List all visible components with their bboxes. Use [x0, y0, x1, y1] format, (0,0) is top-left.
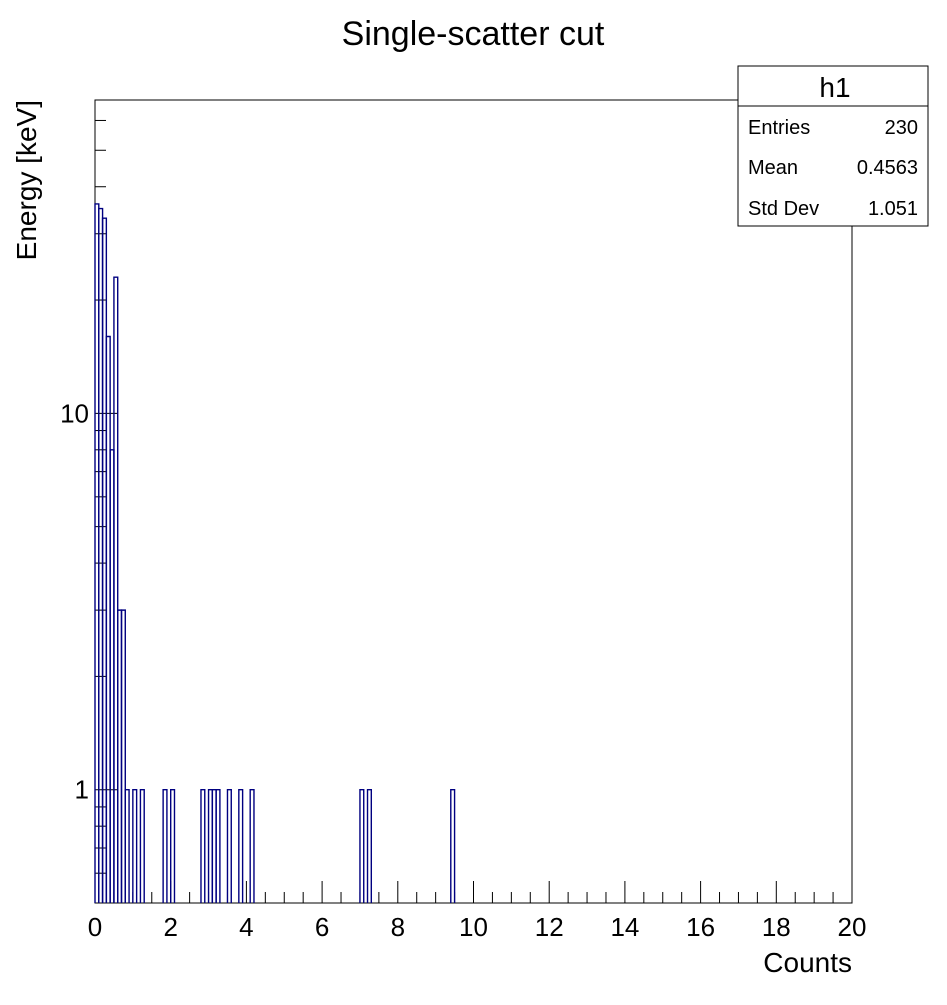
x-axis-tick-labels: 0 2 4 6 8 10 12 14 16 18 20 — [88, 912, 867, 942]
histogram-bin — [120, 609, 126, 903]
x-tick-label: 4 — [239, 912, 253, 942]
y-axis-label: Energy [keV] — [11, 100, 42, 260]
histogram-bin — [132, 789, 138, 903]
stats-box: h1 Entries 230 Mean 0.4563 Std Dev 1.051 — [737, 65, 929, 227]
stats-stddev-label: Std Dev — [748, 198, 819, 220]
x-tick-label: 12 — [535, 912, 564, 942]
x-tick-label: 6 — [315, 912, 329, 942]
x-tick-label: 16 — [686, 912, 715, 942]
y-tick-label: 10 — [60, 398, 89, 428]
x-tick-label: 0 — [88, 912, 102, 942]
y-axis-tick-labels: 1 10 — [60, 398, 89, 804]
x-tick-label: 2 — [163, 912, 177, 942]
histogram-bin — [450, 789, 456, 903]
histogram-bin — [113, 276, 119, 903]
x-axis-label: Counts — [763, 947, 852, 978]
histogram-bin — [238, 789, 244, 903]
x-tick-label: 18 — [762, 912, 791, 942]
stats-stddev-value: 1.051 — [868, 198, 918, 220]
histogram-bin — [226, 789, 232, 903]
stats-entries-label: Entries — [748, 117, 810, 139]
histogram-bins — [94, 203, 456, 903]
y-tick-label: 1 — [75, 775, 89, 805]
x-tick-label: 14 — [610, 912, 639, 942]
x-tick-label: 10 — [459, 912, 488, 942]
histogram-bin — [359, 789, 365, 903]
x-tick-label: 20 — [838, 912, 867, 942]
histogram-bin — [124, 789, 130, 903]
histogram-bin — [139, 789, 145, 903]
x-tick-label: 8 — [391, 912, 405, 942]
stats-box-title: h1 — [819, 72, 850, 103]
histogram-bin — [162, 789, 168, 903]
histogram-bin — [249, 789, 255, 903]
histogram-bin — [366, 789, 373, 903]
stats-mean-value: 0.4563 — [857, 157, 918, 179]
chart-title: Single-scatter cut — [342, 15, 605, 53]
histogram-bin — [170, 789, 176, 903]
histogram-bin — [215, 789, 221, 903]
stats-entries-value: 230 — [885, 117, 918, 139]
histogram-bin — [200, 789, 206, 903]
stats-mean-label: Mean — [748, 157, 798, 179]
